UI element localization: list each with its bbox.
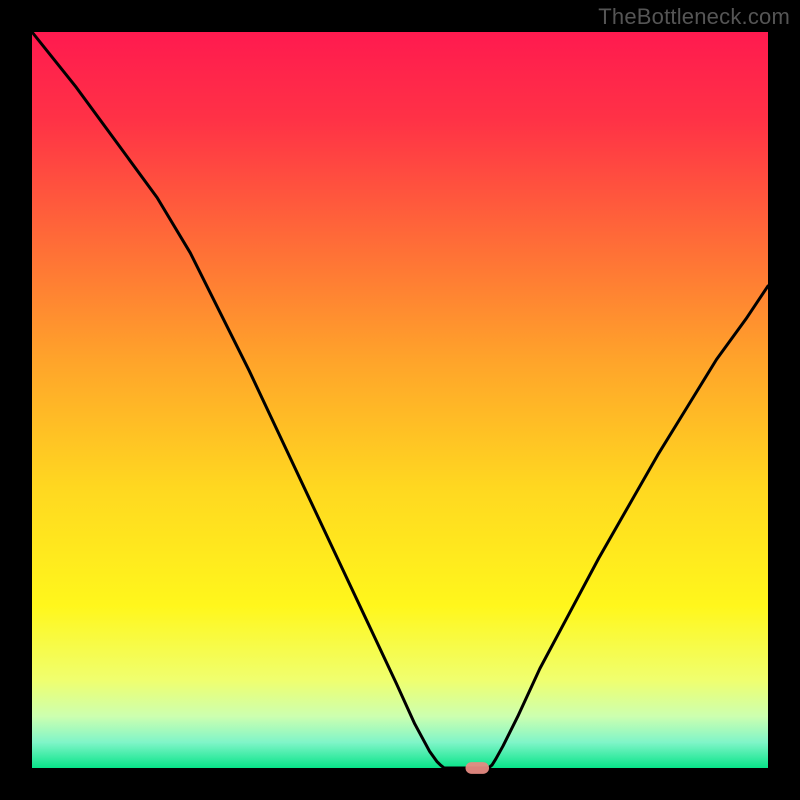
watermark-text: TheBottleneck.com <box>598 4 790 30</box>
chart-gradient-background <box>32 32 768 768</box>
optimum-marker <box>466 762 490 774</box>
bottleneck-chart <box>0 0 800 800</box>
